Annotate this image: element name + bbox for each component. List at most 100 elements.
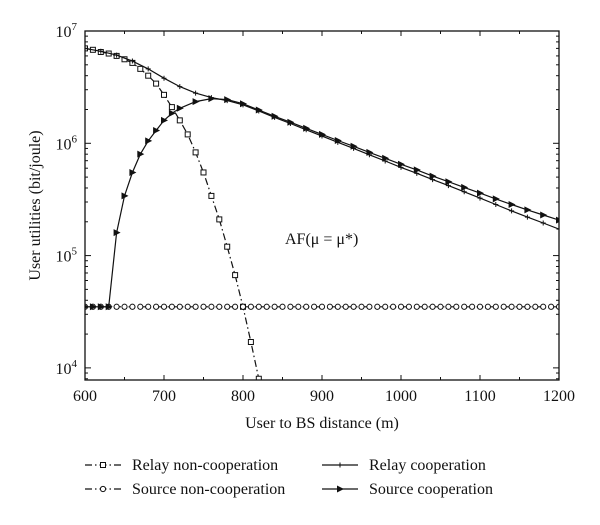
square-marker xyxy=(247,339,254,346)
square-marker xyxy=(145,72,152,79)
y-tick-label: 104 xyxy=(56,358,78,378)
square-marker xyxy=(168,104,175,111)
circle-marker xyxy=(429,303,436,310)
triangle-marker xyxy=(145,137,153,145)
plus-marker xyxy=(114,52,120,58)
circle-marker xyxy=(192,303,199,310)
plus-marker xyxy=(193,90,199,96)
annotation: AF(μ = μ*) xyxy=(285,231,358,248)
triangle-marker xyxy=(445,178,453,186)
circle-marker xyxy=(500,303,507,310)
triangle-marker xyxy=(105,303,113,311)
plus-marker xyxy=(524,214,530,220)
x-tick-label: 900 xyxy=(310,388,334,405)
circle-marker xyxy=(287,303,294,310)
y-tick-label: 107 xyxy=(56,21,78,41)
circle-marker xyxy=(279,303,286,310)
circle-marker xyxy=(350,303,357,310)
circle-marker xyxy=(137,303,144,310)
circle-marker xyxy=(342,303,349,310)
circle-marker xyxy=(461,303,468,310)
triangle-marker xyxy=(337,485,344,493)
circle-marker xyxy=(469,303,476,310)
plus-marker xyxy=(509,208,515,214)
triangle-marker xyxy=(303,124,311,132)
circle-marker xyxy=(129,303,136,310)
circle-marker xyxy=(390,303,397,310)
circle-marker xyxy=(145,303,152,310)
legend-item: Source cooperation xyxy=(322,481,493,498)
legend-item: Relay cooperation xyxy=(322,457,486,474)
circle-marker xyxy=(121,303,128,310)
circle-marker xyxy=(160,303,168,310)
circle-marker xyxy=(303,303,310,310)
circle-marker xyxy=(358,303,365,310)
circle-marker xyxy=(326,303,333,310)
triangle-marker xyxy=(366,148,374,156)
circle-marker xyxy=(476,303,484,310)
plus-marker xyxy=(161,75,167,81)
circle-marker xyxy=(247,303,254,310)
triangle-marker xyxy=(492,195,500,203)
y-tick-label: 105 xyxy=(56,246,78,266)
plus-marker xyxy=(556,226,559,232)
plus-marker xyxy=(477,195,483,201)
plus-marker xyxy=(145,66,151,72)
triangle-marker xyxy=(350,142,358,150)
circle-marker xyxy=(421,303,428,310)
x-tick-label: 800 xyxy=(231,388,255,405)
square-marker xyxy=(153,80,160,87)
triangle-marker xyxy=(161,116,168,124)
circle-marker xyxy=(484,303,491,310)
plus-marker xyxy=(445,183,451,189)
plus-marker xyxy=(129,58,135,64)
plus-marker xyxy=(177,84,183,90)
circle-marker xyxy=(153,303,160,310)
legend-label: Relay cooperation xyxy=(369,457,486,474)
triangle-marker xyxy=(524,206,532,214)
circle-marker xyxy=(168,303,175,310)
triangle-marker xyxy=(287,118,295,126)
triangle-marker xyxy=(508,201,516,209)
circle-marker xyxy=(239,303,247,310)
circle-marker xyxy=(99,485,107,493)
circle-marker xyxy=(318,303,326,310)
plus-marker xyxy=(540,220,546,226)
circle-marker xyxy=(176,303,183,310)
triangle-marker xyxy=(240,100,247,108)
triangle-marker xyxy=(129,168,137,176)
square-marker xyxy=(224,243,231,250)
legend-item: Relay non-cooperation xyxy=(85,457,278,474)
triangle-marker xyxy=(398,160,405,168)
y-tick-label: 106 xyxy=(56,133,78,153)
square-marker xyxy=(255,375,262,380)
circle-marker xyxy=(532,303,539,310)
legend-item: Source non-cooperation xyxy=(85,481,285,498)
series-relay-cooperation xyxy=(85,45,559,232)
x-axis-label: User to BS distance (m) xyxy=(245,415,399,432)
circle-marker xyxy=(200,303,207,310)
legend-label: Source non-cooperation xyxy=(132,481,285,498)
square-marker xyxy=(137,65,144,72)
circle-marker xyxy=(413,303,420,310)
circle-marker xyxy=(445,303,452,310)
circle-marker xyxy=(492,303,499,310)
triangle-marker xyxy=(153,126,161,134)
triangle-marker xyxy=(192,98,200,106)
triangle-marker xyxy=(477,189,484,197)
triangle-marker xyxy=(97,303,105,311)
series-source-cooperation xyxy=(85,95,559,311)
triangle-marker xyxy=(168,109,176,117)
circle-marker xyxy=(366,303,373,310)
plus-marker xyxy=(98,48,104,54)
circle-marker xyxy=(516,303,523,310)
triangle-marker xyxy=(224,96,232,104)
square-marker xyxy=(192,149,199,156)
circle-marker xyxy=(437,303,444,310)
square-marker xyxy=(176,117,183,124)
triangle-marker xyxy=(255,106,263,114)
circle-marker xyxy=(216,303,223,310)
circle-marker xyxy=(382,303,389,310)
